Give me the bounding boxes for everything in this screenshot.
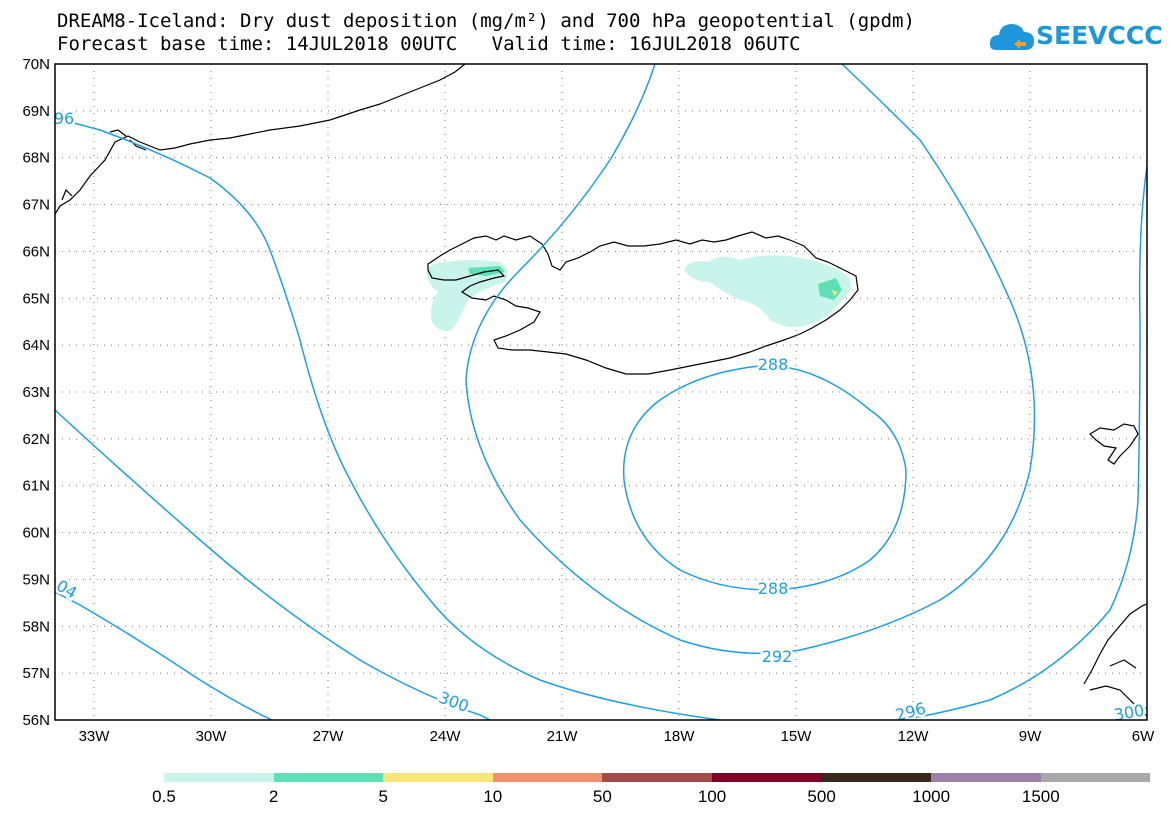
contour-300-west <box>55 409 491 720</box>
contour-label: 296 <box>893 699 927 725</box>
map-subtitle: Forecast base time: 14JUL2018 00UTC Vali… <box>57 33 801 55</box>
lat-tick-label: 60N <box>22 525 50 542</box>
coast-greenland <box>55 64 466 215</box>
lat-tick-label: 65N <box>22 290 50 307</box>
contour-296-west <box>55 117 721 720</box>
legend-label: 5 <box>378 787 388 806</box>
legend-label: 2 <box>268 787 279 806</box>
legend-swatch <box>492 773 603 782</box>
dust-patch-east-strong <box>818 278 842 300</box>
lon-tick-label: 21W <box>547 728 579 745</box>
contour-292 <box>465 64 1036 655</box>
legend-swatch <box>931 773 1041 782</box>
legend-colorbar <box>164 773 1151 782</box>
lat-tick-label: 70N <box>22 56 50 73</box>
cloud-icon <box>989 24 1034 50</box>
legend-swatch <box>164 773 274 782</box>
contour-label: 292 <box>762 647 793 666</box>
lon-tick-label: 18W <box>664 728 696 745</box>
dust-patch-east <box>684 255 851 328</box>
legend-swatch <box>711 773 822 782</box>
lat-tick-label: 63N <box>22 384 50 401</box>
lat-tick-label: 61N <box>22 478 50 495</box>
lat-tick-label: 69N <box>22 103 50 120</box>
lat-tick-label: 56N <box>22 712 50 729</box>
contour-296-east <box>899 165 1147 720</box>
coastlines <box>55 64 1147 717</box>
lat-tick-label: 57N <box>22 665 50 682</box>
contour-label: 96 <box>54 109 74 128</box>
contour-304 <box>55 591 273 720</box>
lat-tick-label: 66N <box>22 243 50 260</box>
lon-tick-label: 24W <box>430 728 462 745</box>
legend-swatch <box>602 773 712 782</box>
dust-deposition-layer <box>426 255 851 331</box>
contour-label: 288 <box>758 579 789 598</box>
lon-tick-label: 12W <box>898 728 930 745</box>
contour-288 <box>622 365 907 591</box>
coast-greenland-detail <box>61 129 147 201</box>
lat-tick-label: 59N <box>22 571 50 588</box>
legend-label: 500 <box>807 787 836 806</box>
map-grid <box>55 64 1147 720</box>
lon-tick-label: 9W <box>1019 728 1042 745</box>
lat-tick-label: 68N <box>22 150 50 167</box>
map-title: DREAM8-Iceland: Dry dust deposition (mg/… <box>57 10 915 32</box>
longitude-axis: 33W 30W 27W 24W 21W 18W 15W 12W 9W 6W <box>79 728 1156 745</box>
logo-text: SEEVCCC <box>1036 21 1163 50</box>
lat-tick-label: 64N <box>22 337 50 354</box>
lat-tick-label: 58N <box>22 618 50 635</box>
contour-label: 300 <box>1112 701 1145 725</box>
legend-swatch <box>821 773 932 782</box>
legend-label: 0.5 <box>152 787 176 806</box>
dust-patch-east-yellow <box>832 290 838 296</box>
coast-iceland <box>427 231 859 375</box>
legend-label: 10 <box>483 787 503 806</box>
latitude-axis: 70N 69N 68N 67N 66N 65N 64N 63N 62N 61N 60N 59N 58N 5… <box>22 56 50 729</box>
coast-scotland <box>1083 603 1147 717</box>
lon-tick-label: 27W <box>313 728 345 745</box>
lon-tick-label: 33W <box>79 728 111 745</box>
coast-faroe <box>1089 423 1139 465</box>
legend-swatch <box>273 773 384 782</box>
legend-swatch <box>1040 773 1151 782</box>
seevccc-logo: SEEVCCC <box>988 16 1163 58</box>
contour-label: 288 <box>758 355 789 374</box>
legend-swatch <box>383 773 493 782</box>
legend-label: 100 <box>697 787 727 806</box>
map-frame <box>54 63 1148 721</box>
lon-tick-label: 6W <box>1132 728 1155 745</box>
lon-tick-label: 30W <box>196 728 228 745</box>
lat-tick-label: 62N <box>22 431 50 448</box>
contour-300-east <box>1119 707 1147 720</box>
legend-label: 1500 <box>1021 787 1060 806</box>
contour-label: 300 <box>436 688 471 716</box>
lat-tick-label: 67N <box>22 197 50 214</box>
legend-label: 1000 <box>912 787 951 806</box>
lon-tick-label: 15W <box>781 728 813 745</box>
legend-label: 50 <box>592 787 612 806</box>
geopotential-contours <box>55 64 1147 720</box>
